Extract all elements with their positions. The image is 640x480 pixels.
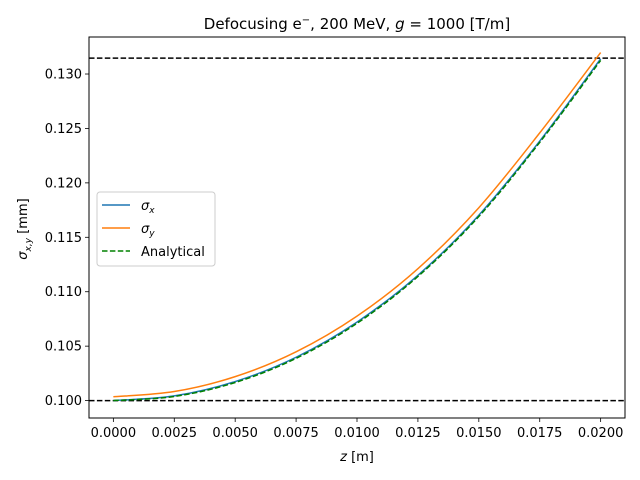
y-tick-label: 0.105 bbox=[45, 340, 82, 355]
legend-label-x: σx bbox=[141, 199, 155, 216]
y-tick-label: 0.100 bbox=[45, 394, 82, 409]
y-axis-label-unit: [mm] bbox=[16, 198, 31, 238]
y-axis-ticks: 0.100 0.105 0.110 0.115 0.120 0.125 0.130 bbox=[45, 68, 89, 409]
y-tick-label: 0.125 bbox=[45, 122, 82, 137]
y-axis-label-sub: x,y bbox=[24, 237, 34, 252]
y-tick-label: 0.110 bbox=[45, 285, 82, 300]
chart-title-sup: − bbox=[302, 15, 310, 26]
y-tick-label: 0.120 bbox=[45, 176, 82, 191]
chart-title-italic: g bbox=[395, 15, 405, 33]
chart-title: Defocusing e−, 200 MeV, g = 1000 [T/m] bbox=[204, 15, 510, 33]
x-axis-ticks: 0.0000 0.0025 0.0050 0.0075 0.0100 0.0125 0.01… bbox=[91, 418, 624, 441]
legend-label-analytical: Analytical bbox=[141, 245, 205, 260]
chart-title-mid: , 200 MeV, bbox=[310, 15, 395, 33]
series-line-analytical bbox=[113, 59, 602, 402]
legend: σx σy Analytical bbox=[96, 191, 216, 267]
x-tick-label: 0.0100 bbox=[334, 426, 380, 441]
series-line-x bbox=[113, 58, 602, 402]
x-tick-label: 0.0025 bbox=[152, 426, 198, 441]
plot-area bbox=[89, 52, 625, 402]
x-axis-label: z [m] bbox=[339, 450, 374, 465]
x-axis-label-unit: [m] bbox=[347, 450, 374, 465]
y-tick-label: 0.130 bbox=[45, 68, 82, 83]
x-axis-label-var: z bbox=[339, 450, 348, 465]
legend-label-y: σy bbox=[141, 222, 155, 239]
chart-title-post: = 1000 [T/m] bbox=[405, 15, 511, 33]
y-tick-label: 0.115 bbox=[45, 231, 82, 246]
legend-box bbox=[96, 191, 216, 267]
x-tick-label: 0.0125 bbox=[395, 426, 441, 441]
x-tick-label: 0.0150 bbox=[456, 426, 502, 441]
x-tick-label: 0.0075 bbox=[273, 426, 319, 441]
series-line-y bbox=[113, 52, 602, 398]
x-tick-label: 0.0175 bbox=[517, 426, 563, 441]
chart-title-pre: Defocusing e bbox=[204, 15, 302, 33]
y-axis-label-sym: σ bbox=[16, 251, 31, 260]
x-tick-label: 0.0200 bbox=[578, 426, 624, 441]
plot-frame bbox=[88, 36, 626, 419]
y-axis-label: σx,y [mm] bbox=[16, 198, 34, 259]
x-tick-label: 0.0050 bbox=[212, 426, 258, 441]
x-tick-label: 0.0000 bbox=[91, 426, 137, 441]
